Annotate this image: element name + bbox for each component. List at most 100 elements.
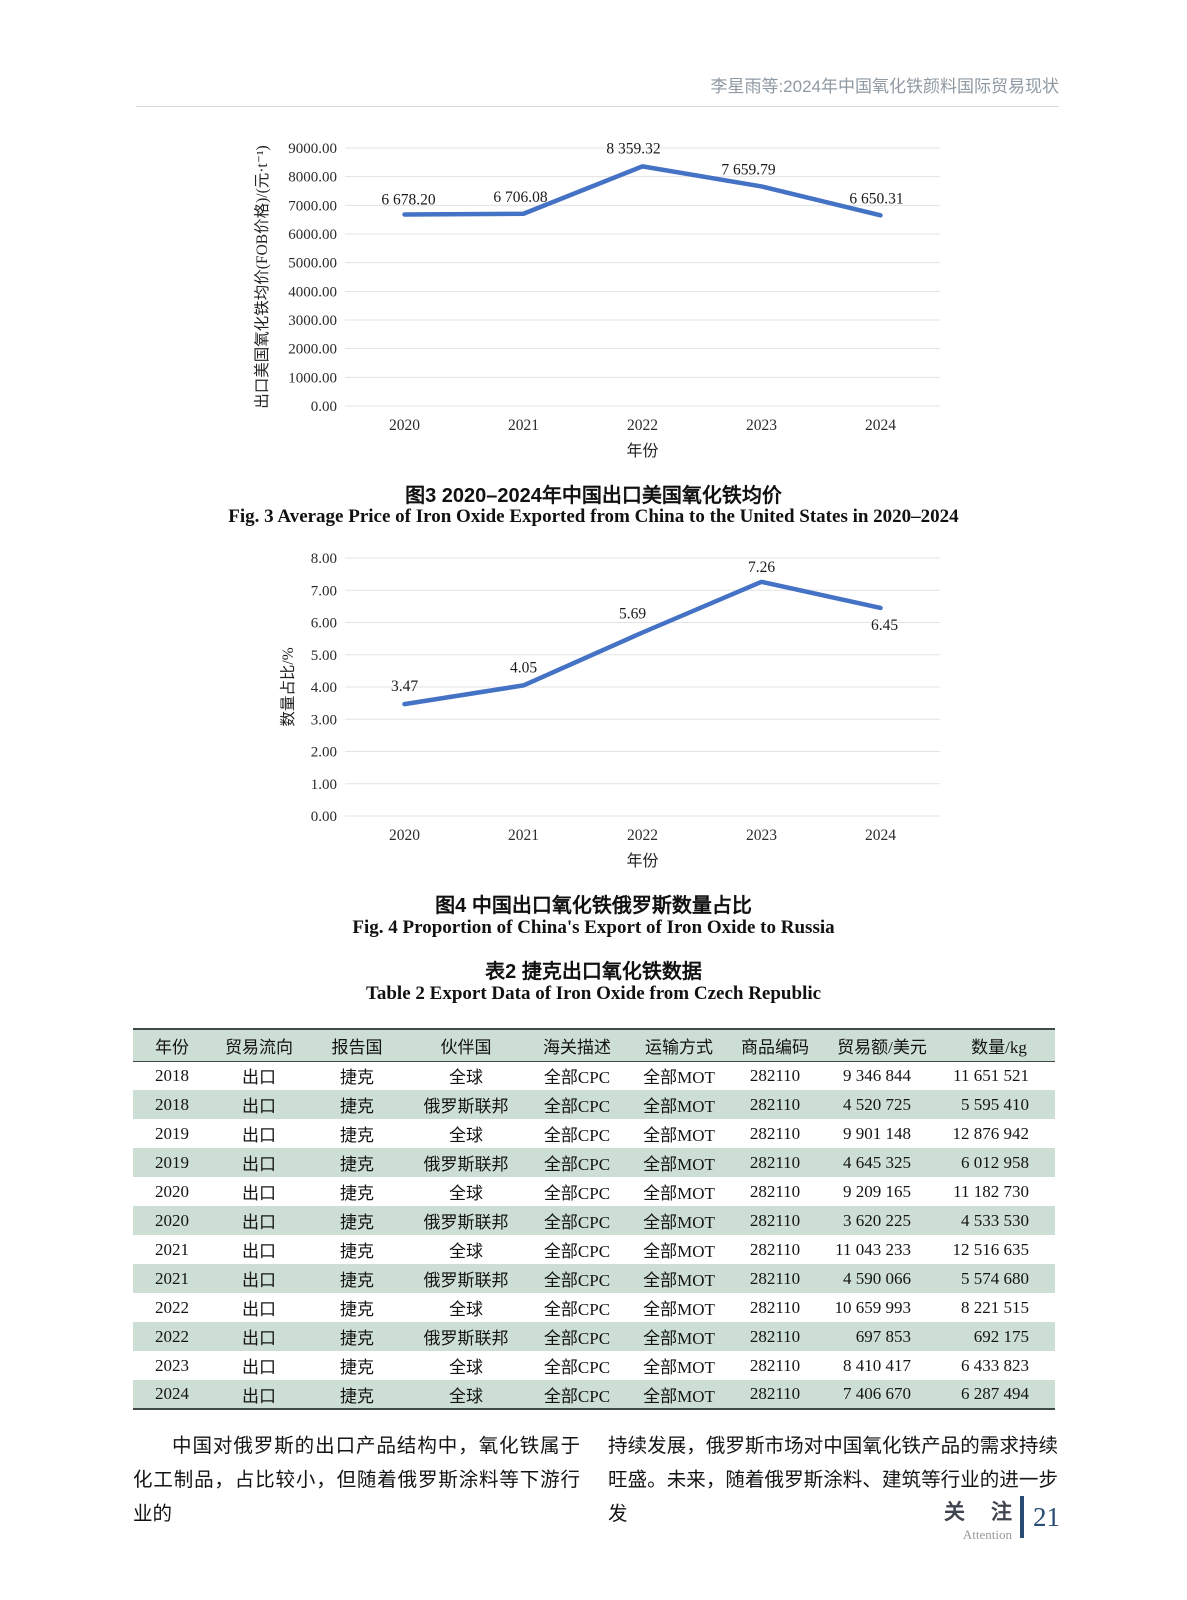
table-cell: 出口	[211, 1380, 307, 1409]
table-header-cell: 贸易流向	[211, 1029, 307, 1062]
table-header-cell: 运输方式	[629, 1029, 729, 1062]
table-cell: 俄罗斯联邦	[407, 1090, 525, 1119]
table-cell: 7 406 670	[821, 1380, 943, 1409]
table-cell: 全部MOT	[629, 1264, 729, 1293]
table-header-cell: 年份	[133, 1029, 211, 1062]
table-cell: 全部MOT	[643, 1358, 715, 1377]
y-axis-title: 数量占比/%	[279, 647, 297, 726]
table-cell: 4 520 725	[821, 1090, 943, 1119]
table-cell: 282110	[749, 1123, 801, 1143]
table-cell: 全部CPC	[543, 1358, 611, 1377]
table-cell: 282110	[729, 1090, 821, 1119]
table-cell: 2018	[133, 1090, 211, 1119]
svg-text:5.69: 5.69	[619, 605, 646, 622]
svg-text:年份: 年份	[626, 442, 658, 460]
table-cell: 11 043 233	[835, 1239, 911, 1259]
svg-text:6000.00: 6000.00	[288, 227, 337, 243]
data-series-line	[402, 164, 883, 218]
table-cell: 2024	[133, 1380, 211, 1409]
table-cell: 4 590 066	[821, 1264, 943, 1293]
svg-text:2020: 2020	[389, 417, 420, 434]
table-header-cell: 伙伴国	[407, 1029, 525, 1062]
fig3-caption-zh: 图3 2020–2024年中国出口美国氧化铁均价	[405, 485, 782, 507]
table-cell: 2023	[155, 1355, 189, 1375]
table-cell: 6 433 823	[961, 1355, 1029, 1375]
svg-text:4.05: 4.05	[510, 659, 537, 676]
table-cell: 2022	[133, 1322, 211, 1351]
svg-text:2024: 2024	[865, 827, 896, 844]
table-cell: 11 651 521	[953, 1065, 1029, 1085]
table-cell: 282110	[749, 1239, 801, 1259]
footer-section-labels: 关注 Attention	[880, 1496, 1012, 1543]
svg-text:数量占比/%: 数量占比/%	[279, 647, 297, 726]
svg-text:年份: 年份	[626, 852, 658, 870]
x-axis-labels: 2020 2021 2022 2023 2024 年份	[389, 417, 896, 460]
table-cell: 全球	[407, 1380, 525, 1409]
table2-caption-en: Table 2 Export Data of Iron Oxide from C…	[365, 983, 822, 1004]
svg-text:5000.00: 5000.00	[288, 256, 337, 272]
table-cell: 出口	[211, 1148, 307, 1177]
table-cell: 全部CPC	[543, 1068, 611, 1088]
table-cell: 捷克	[340, 1126, 374, 1145]
table-cell: 5 595 410	[943, 1090, 1055, 1119]
svg-text:8.00: 8.00	[311, 551, 337, 567]
table-cell: 697 853	[821, 1322, 943, 1351]
table-cell: 出口	[211, 1206, 307, 1235]
y-axis-ticks: 0.00 1.00 2.00 3.00 4.00 5.00 6.00 7.00 8.00	[311, 551, 337, 825]
table-cell: 出口	[242, 1184, 276, 1203]
table-cell: 出口	[242, 1126, 276, 1145]
table-cell: 俄罗斯联邦	[407, 1264, 525, 1293]
svg-text:2022: 2022	[627, 827, 658, 844]
table-cell: 全部MOT	[629, 1148, 729, 1177]
svg-text:8000.00: 8000.00	[288, 170, 337, 186]
svg-text:4000.00: 4000.00	[288, 284, 337, 300]
table-cell: 282110	[749, 1355, 801, 1375]
gridlines	[345, 557, 940, 817]
footer-divider-bar	[1020, 1496, 1024, 1538]
table-cell: 282110	[729, 1322, 821, 1351]
gridlines	[345, 147, 940, 407]
svg-text:7.00: 7.00	[311, 583, 337, 599]
table-cell: 全部CPC	[525, 1264, 629, 1293]
table-cell: 全部CPC	[543, 1126, 611, 1145]
svg-text:6 706.08: 6 706.08	[493, 189, 548, 206]
table-cell: 282110	[729, 1148, 821, 1177]
table-cell: 捷克	[307, 1206, 407, 1235]
svg-text:0.00: 0.00	[311, 809, 337, 825]
table-cell: 9 901 148	[843, 1123, 911, 1143]
y-axis-title: 出口美国氧化铁均价(FOB价格)/(元·t⁻¹)	[253, 145, 271, 408]
table-row: 2020 出口 捷克 全球 全部CPC 全部MOT 282110 9 209 165 11 18…	[133, 1177, 1055, 1206]
svg-text:2021: 2021	[508, 827, 539, 844]
table-row: 2019 出口 捷克 俄罗斯联邦 全部CPC 全部MOT 282110 4 645 325 6 …	[133, 1148, 1055, 1177]
table-cell: 全部CPC	[525, 1322, 629, 1351]
table-cell: 全部CPC	[543, 1184, 611, 1203]
fig4-line-chart: 0.00 1.00 2.00 3.00 4.00 5.00 6.00 7.00 8.00 2020…	[279, 551, 940, 870]
x-axis-labels: 2020 2021 2022 2023 2024 年份	[389, 827, 896, 870]
svg-text:6 650.31: 6 650.31	[849, 190, 903, 207]
table-row: 2020 出口 捷克 俄罗斯联邦 全部CPC 全部MOT 282110 3 620 225 4 …	[133, 1206, 1055, 1235]
svg-text:1.00: 1.00	[311, 777, 337, 793]
table-cell: 全部MOT	[643, 1068, 715, 1088]
table-cell: 2019	[155, 1123, 189, 1143]
svg-text:3000.00: 3000.00	[288, 313, 337, 329]
table-cell: 8 410 417	[843, 1355, 911, 1375]
table-cell: 捷克	[340, 1358, 374, 1377]
table-cell: 全球	[449, 1300, 483, 1319]
table-cell: 282110	[749, 1181, 801, 1201]
table-cell: 12 516 635	[952, 1239, 1030, 1259]
table-cell: 出口	[211, 1090, 307, 1119]
table-cell: 捷克	[340, 1242, 374, 1261]
table-cell: 出口	[242, 1300, 276, 1319]
table-cell: 4 645 325	[821, 1148, 943, 1177]
table-cell: 全部CPC	[525, 1206, 629, 1235]
svg-text:2023: 2023	[746, 417, 777, 434]
table-cell: 全部MOT	[629, 1322, 729, 1351]
table-cell: 出口	[242, 1358, 276, 1377]
svg-text:6.00: 6.00	[311, 616, 337, 632]
table-cell: 11 182 730	[953, 1181, 1029, 1201]
svg-text:2.00: 2.00	[311, 745, 337, 761]
table-cell: 9 346 844	[843, 1065, 911, 1085]
point-value-labels: 6 678.20 6 706.08 8 359.32 7 659.79 6 650.31	[381, 140, 903, 208]
svg-text:3.00: 3.00	[311, 712, 337, 728]
table-cell: 282110	[729, 1380, 821, 1409]
